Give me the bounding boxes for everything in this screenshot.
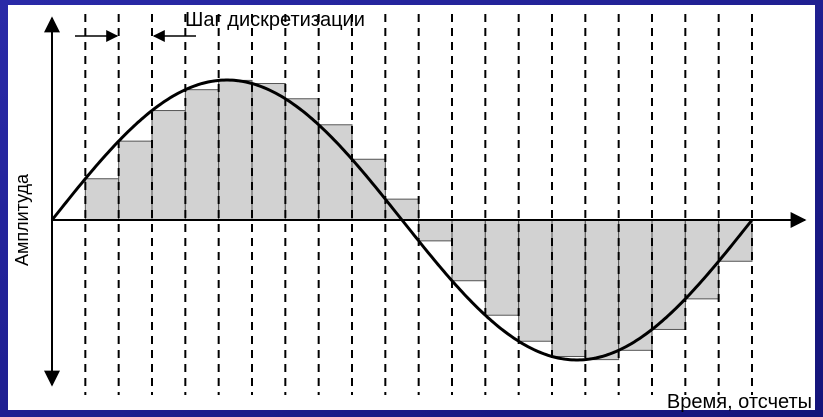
sample-bar xyxy=(518,219,553,342)
sample-bar xyxy=(84,178,120,221)
sample-lines xyxy=(84,14,753,395)
sample-bar xyxy=(351,158,386,221)
sample-bar xyxy=(484,219,520,316)
sample-bar xyxy=(551,219,586,357)
title: Шаг дискретизации xyxy=(185,9,365,31)
sample-bar xyxy=(384,198,420,221)
sample-bar xyxy=(284,98,320,221)
sample-bar xyxy=(184,89,220,221)
y-axis-label: Амплитуда xyxy=(12,173,32,266)
sample-bar xyxy=(218,79,253,221)
sample-bar xyxy=(584,219,620,361)
sample-bar xyxy=(151,110,186,221)
sample-bars xyxy=(84,79,753,361)
sample-bar xyxy=(118,140,153,221)
sample-bar xyxy=(618,219,653,351)
sample-bar xyxy=(418,219,453,242)
x-axis-label: Время, отсчеты xyxy=(667,391,812,413)
sample-bar xyxy=(451,219,486,282)
sample-bar xyxy=(684,219,720,300)
sample-bar xyxy=(651,219,686,330)
sample-bar xyxy=(251,83,286,221)
